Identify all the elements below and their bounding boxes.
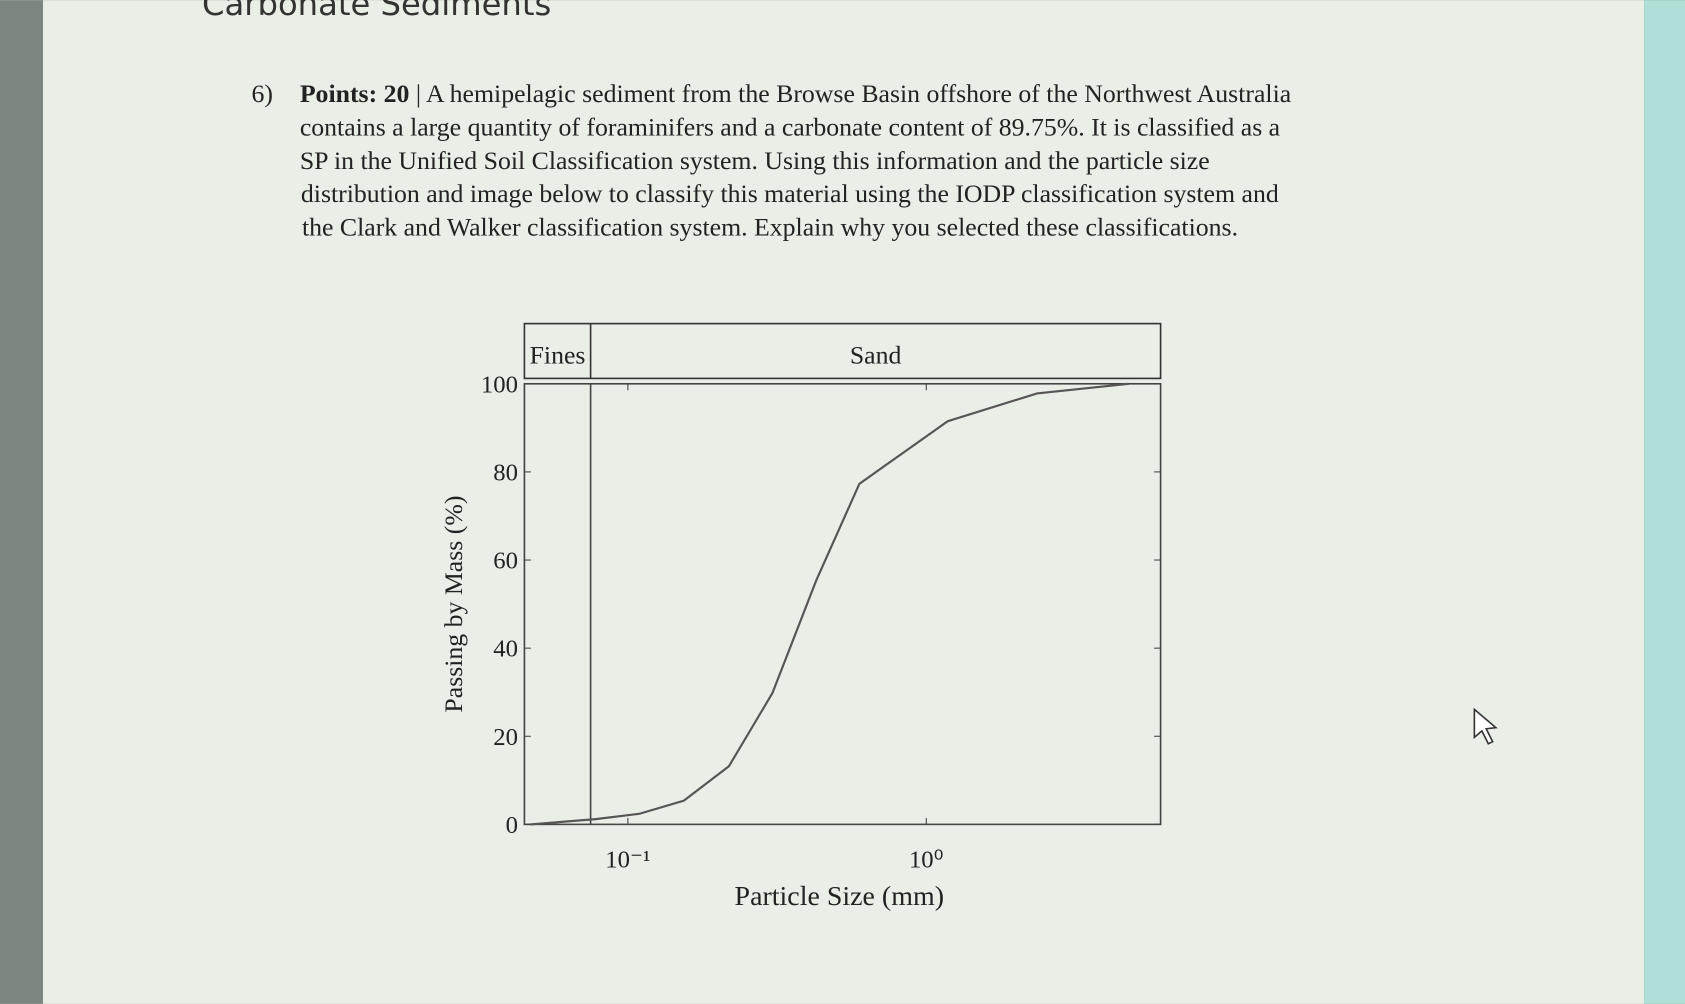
x-tick-label: 10⁰ [909, 846, 944, 873]
y-tick-label: 20 [493, 724, 518, 751]
band-label: Fines [530, 340, 586, 369]
grading-curve [529, 382, 1129, 826]
mouse-cursor [1473, 707, 1498, 745]
band-header [523, 322, 1162, 380]
y-tick-label: 40 [493, 636, 518, 663]
question-number: 6) [251, 79, 272, 108]
question-text: the Clark and Walker classification syst… [302, 212, 1238, 241]
y-axis-label: Passing by Mass (%) [439, 496, 468, 713]
question-text: | A hemipelagic sediment from the Browse… [409, 79, 1291, 108]
x-axis-label: Particle Size (mm) [735, 881, 944, 912]
y-tick-label: 0 [506, 812, 518, 839]
x-tick-label: 10⁻¹ [605, 846, 650, 873]
question-text: contains a large quantity of foraminifer… [300, 113, 1281, 142]
question-text: SP in the Unified Soil Classification sy… [300, 146, 1210, 175]
points: Points: 20 [300, 79, 410, 108]
section-title: Carbonate Sediments [202, 0, 551, 23]
chart: Fines Sand 0 20 40 60 80 100 10⁻¹ 10⁰ Particle Siz… [439, 322, 1162, 912]
question-text: distribution and image below to classify… [301, 179, 1279, 208]
question-line: Points: 20 | A hemipelagic sediment from… [300, 79, 1292, 108]
y-tick-label: 80 [493, 460, 518, 487]
y-tick-label: 60 [493, 548, 518, 575]
side-panel [1644, 0, 1685, 1004]
band-label: Sand [850, 340, 902, 369]
plot-frame [523, 382, 1162, 826]
document [42, 0, 1645, 1004]
y-tick-label: 100 [481, 371, 518, 398]
